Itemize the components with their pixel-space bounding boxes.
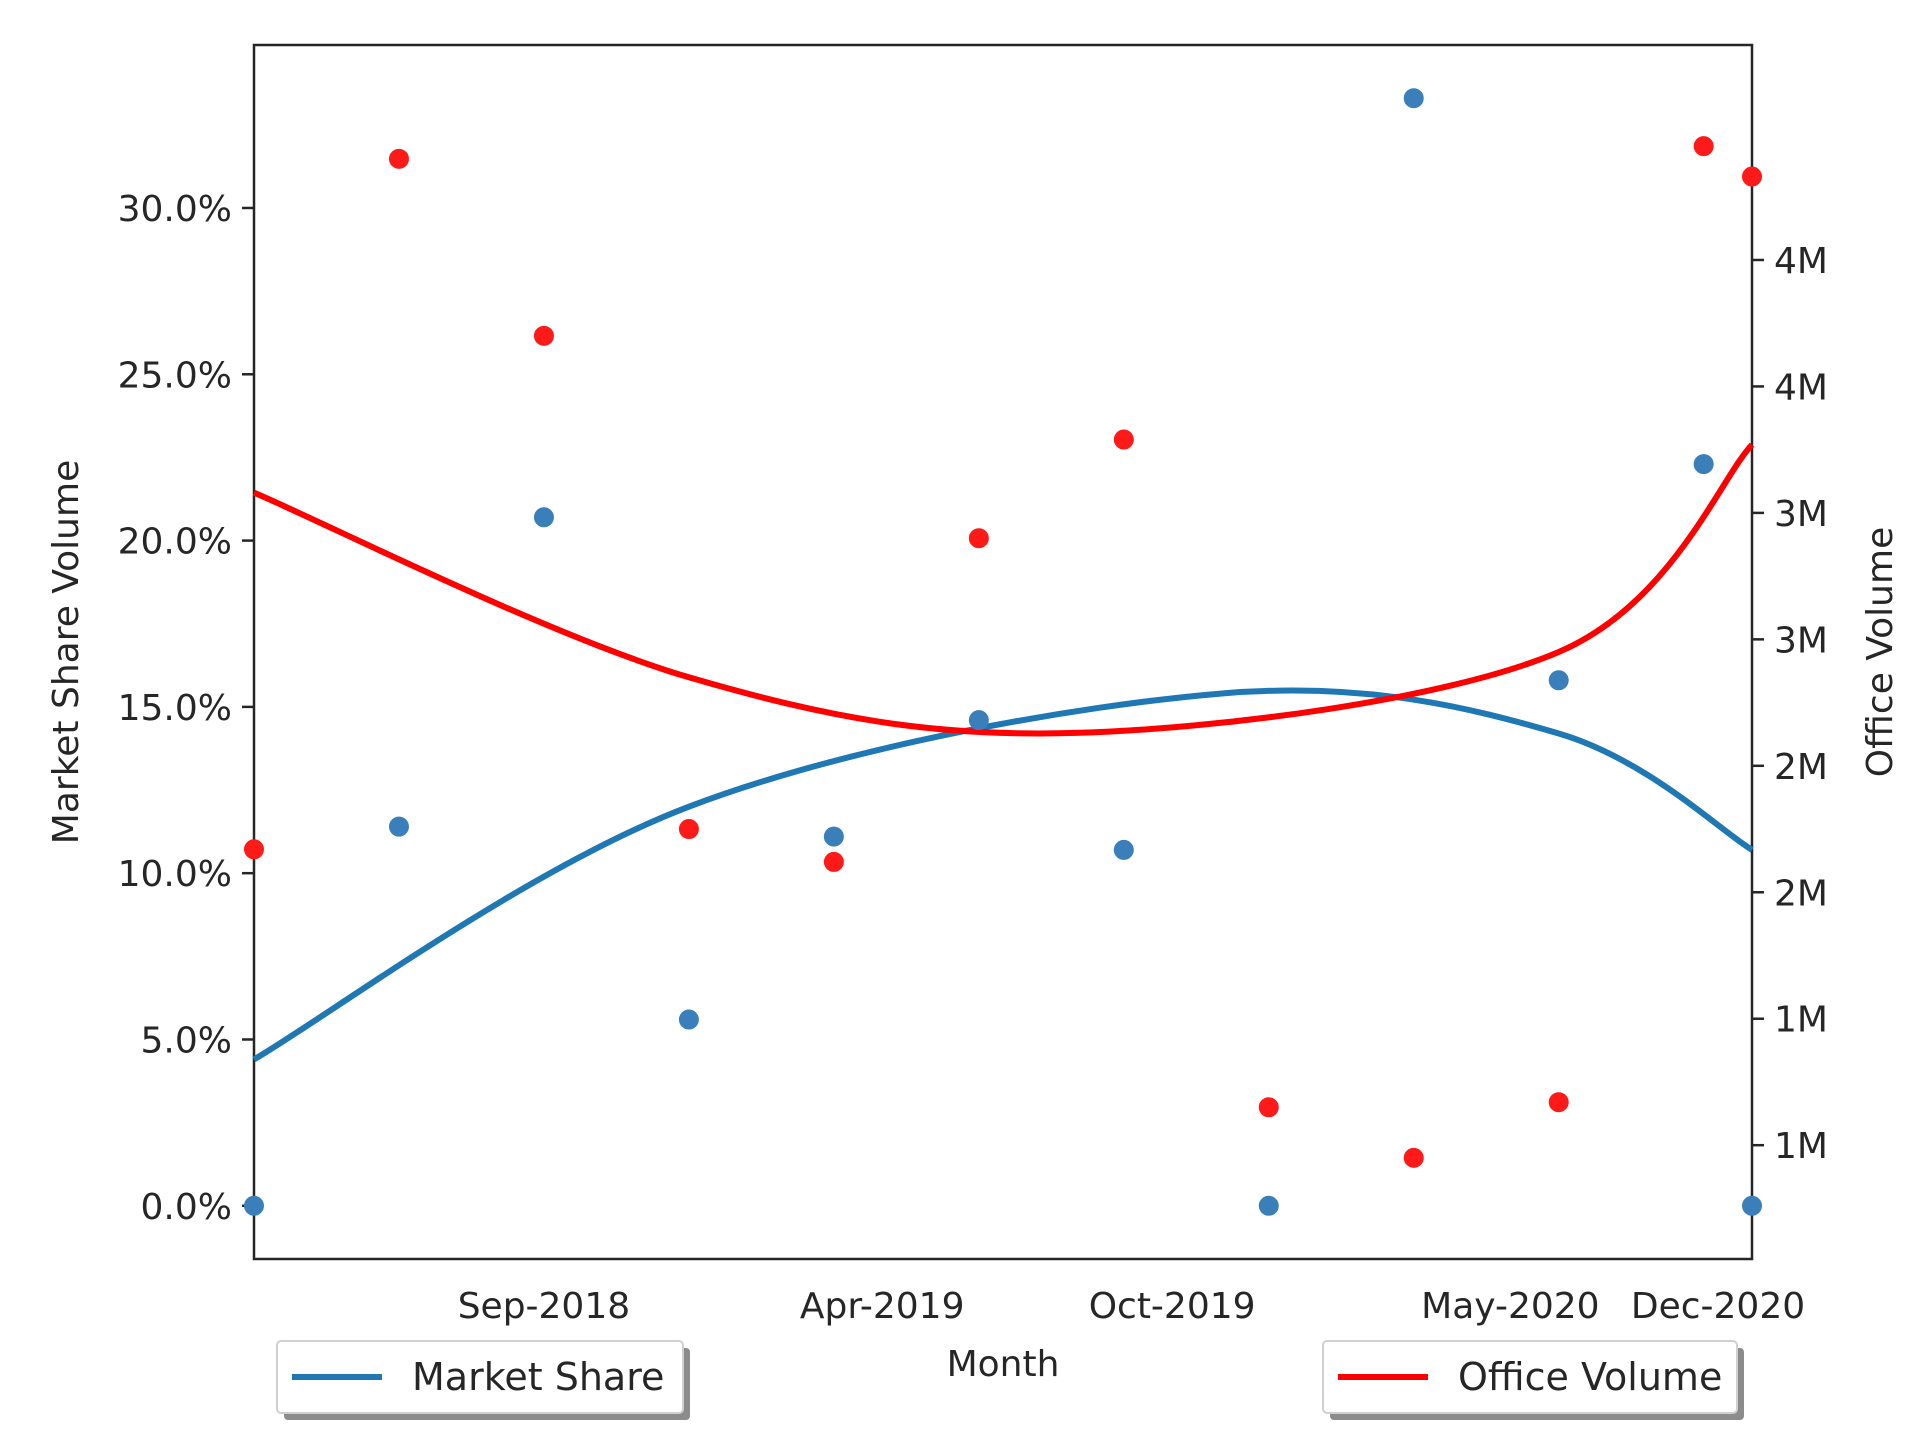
x-tick-label: Apr-2019 bbox=[800, 1286, 965, 1327]
data-point-market-share bbox=[678, 1009, 699, 1030]
data-point-market-share bbox=[1548, 670, 1569, 691]
data-point-office-volume bbox=[244, 839, 264, 860]
fit-curve-office-volume bbox=[252, 442, 1755, 737]
left-tick-label: 25.0% bbox=[118, 355, 232, 396]
data-point-market-share bbox=[533, 507, 554, 528]
x-tick-label: May-2020 bbox=[1421, 1286, 1599, 1327]
right-tick-label: 3M bbox=[1774, 494, 1828, 535]
data-point-market-share bbox=[1742, 1195, 1762, 1216]
fit-curve-market-share bbox=[252, 687, 1754, 1063]
data-point-office-volume bbox=[388, 148, 409, 169]
x-axis-title: Month bbox=[947, 1344, 1060, 1385]
right-tick-label: 1M bbox=[1774, 1000, 1828, 1041]
left-tick-label: 20.0% bbox=[118, 522, 232, 563]
legend-market-share: Market Share bbox=[276, 1340, 690, 1420]
legend-box-left bbox=[276, 1340, 684, 1414]
legend-label-office-volume: Office Volume bbox=[1458, 1355, 1722, 1399]
data-point-office-volume bbox=[1548, 1092, 1569, 1113]
data-point-office-volume bbox=[823, 851, 844, 872]
data-point-office-volume bbox=[533, 325, 554, 346]
x-tick-label: Oct-2019 bbox=[1089, 1286, 1256, 1327]
data-point-market-share bbox=[1403, 88, 1424, 109]
plot-area-frame bbox=[252, 43, 1754, 1261]
data-point-office-volume bbox=[1113, 429, 1134, 450]
right-tick-label: 3M bbox=[1774, 620, 1828, 661]
right-axis-ticks: 1M 1M 2M 2M 3M 3M 4M 4M bbox=[1752, 241, 1828, 1167]
left-axis-ticks: 0.0% 5.0% 10.0% 15.0% 20.0% 25.0% 30.0% bbox=[118, 189, 254, 1228]
data-point-market-share bbox=[1258, 1195, 1279, 1216]
left-tick-label: 10.0% bbox=[118, 854, 232, 895]
data-point-office-volume bbox=[968, 528, 989, 549]
right-tick-label: 2M bbox=[1774, 747, 1828, 788]
data-points bbox=[244, 88, 1762, 1216]
x-tick-label: Dec-2020 bbox=[1631, 1286, 1805, 1327]
right-tick-label: 4M bbox=[1774, 367, 1828, 408]
data-point-office-volume bbox=[1693, 136, 1714, 157]
data-point-office-volume bbox=[1742, 166, 1762, 187]
x-tick-label: Sep-2018 bbox=[458, 1286, 630, 1327]
data-point-market-share bbox=[244, 1195, 264, 1216]
right-axis-title: Office Volume bbox=[1860, 527, 1901, 777]
data-point-market-share bbox=[823, 826, 844, 847]
right-tick-label: 4M bbox=[1774, 241, 1828, 282]
data-point-office-volume bbox=[678, 819, 699, 840]
left-tick-label: 0.0% bbox=[141, 1187, 232, 1228]
data-point-market-share bbox=[1113, 839, 1134, 860]
data-point-market-share bbox=[388, 816, 409, 837]
data-point-office-volume bbox=[1258, 1097, 1279, 1118]
legend-label-market-share: Market Share bbox=[412, 1355, 664, 1399]
fit-curves bbox=[252, 442, 1755, 1063]
data-point-market-share bbox=[968, 710, 989, 731]
legend-office-volume: Office Volume bbox=[1322, 1340, 1744, 1420]
data-point-market-share bbox=[1693, 454, 1714, 475]
left-tick-label: 30.0% bbox=[118, 189, 232, 230]
left-tick-label: 15.0% bbox=[118, 688, 232, 729]
legend-box-right bbox=[1322, 1340, 1738, 1414]
right-tick-label: 1M bbox=[1774, 1126, 1828, 1167]
x-axis-ticks: Sep-2018 Apr-2019 Oct-2019 May-2020 Dec-2020 bbox=[458, 1286, 1805, 1327]
left-tick-label: 5.0% bbox=[141, 1020, 232, 1061]
right-tick-label: 2M bbox=[1774, 873, 1828, 914]
left-axis-title: Market Share Volume bbox=[46, 460, 87, 844]
data-point-office-volume bbox=[1403, 1147, 1424, 1168]
